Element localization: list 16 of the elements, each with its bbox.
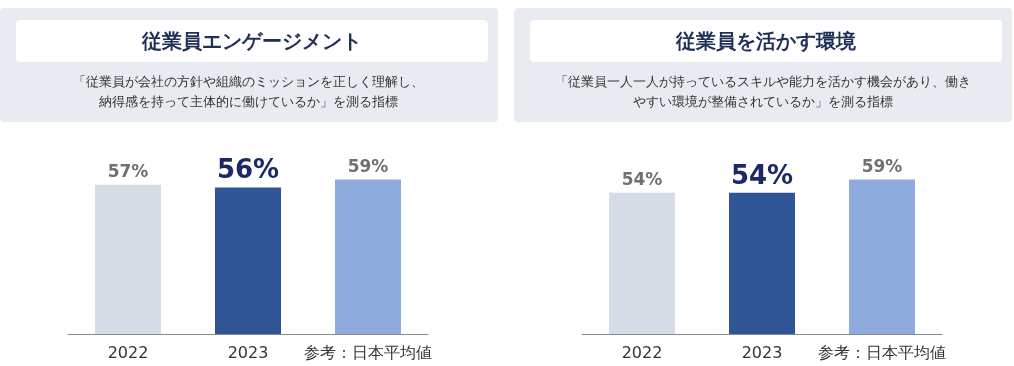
chart-title: 従業員を活かす環境: [530, 20, 1002, 62]
data-label: 54%: [621, 169, 663, 190]
x-tick-label: 2022: [107, 342, 149, 362]
chart-subtitle: 「従業員一人一人が持っているスキルや能力を活かす機会があり、働きやすい環境が整備されているか」を測る指標: [554, 73, 972, 111]
data-label: 59%: [347, 156, 389, 177]
data-label: 59%: [861, 156, 903, 177]
chart-title: 従業員エンゲージメント: [16, 20, 488, 62]
x-tick-label: 2023: [227, 342, 269, 362]
x-tick-label: 2023: [741, 342, 783, 362]
data-label: 56%: [216, 154, 280, 185]
data-label: 57%: [107, 161, 149, 182]
x-tick-label: 2022: [621, 342, 663, 362]
data-label: 54%: [730, 159, 794, 190]
x-tick-label: 参考：日本平均値: [304, 342, 432, 362]
chart-subtitle: 「従業員が会社の方針や組織のミッションを正しく理解し、納得感を持って主体的に働けているか」を測る指標: [72, 73, 426, 111]
x-tick-label: 参考：日本平均値: [818, 342, 946, 362]
